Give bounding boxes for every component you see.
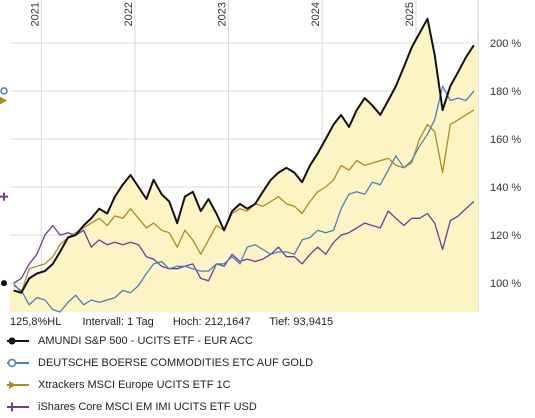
year-label-2021: 2021 [29,2,41,26]
performance-chart[interactable]: 2021 2022 2023 2024 2025 100 % 120 % 140 % 160 … [0,0,535,315]
legend-label: AMUNDI S&P 500 - UCITS ETF - EUR ACC [38,335,253,347]
series-line-europe [13,109,475,294]
y-tick-label-4: 180 % [490,86,521,98]
interval-label: Intervall: 1 Tag [82,316,154,328]
y-tick-label-3: 160 % [490,134,521,146]
series-line-sp500 [13,17,475,294]
marker-europe-icon [0,96,7,105]
current-value: 125,8%HL [10,316,62,328]
low-value: Tief: 93,9415 [269,316,334,328]
series-line-gold [13,85,475,313]
year-label-2022: 2022 [123,2,135,26]
chart-legend: AMUNDI S&P 500 - UCITS ETF - EUR ACC DEU… [6,330,313,418]
marker-em-icon [0,192,8,201]
marker-sp500-icon [1,280,7,287]
legend-item-sp500[interactable]: AMUNDI S&P 500 - UCITS ETF - EUR ACC [6,330,313,352]
legend-label: Xtrackers MSCI Europe UCITS ETF 1C [38,379,231,391]
year-label-2023: 2023 [216,2,228,26]
sp500-area-fill [10,18,478,313]
y-tick-label-5: 200 % [490,38,521,50]
legend-marker-circle-open-icon [7,358,29,368]
x-axis-year-labels: 2021 2022 2023 2024 2025 [29,2,416,26]
legend-marker-triangle-icon [7,381,29,389]
series-line-em [13,201,475,284]
y-tick-label-2: 140 % [490,182,521,194]
series-start-markers [0,87,8,287]
y-tick-label-0: 100 % [490,278,521,290]
legend-item-em[interactable]: iShares Core MSCI EM IMI UCITS ETF USD [6,396,313,418]
year-label-2024: 2024 [310,2,322,26]
legend-marker-plus-icon [7,402,29,412]
chart-info-bar: 125,8%HL Intervall: 1 Tag Hoch: 212,1647… [10,316,349,328]
marker-gold-icon [0,87,8,95]
legend-item-gold[interactable]: DEUTSCHE BOERSE COMMODITIES ETC AUF GOLD [6,352,313,374]
legend-label: DEUTSCHE BOERSE COMMODITIES ETC AUF GOLD [38,357,314,369]
legend-label: iShares Core MSCI EM IMI UCITS ETF USD [38,401,257,413]
year-label-2025: 2025 [404,2,416,26]
y-axis-tick-labels: 100 % 120 % 140 % 160 % 180 % 200 % [490,38,521,290]
y-tick-label-1: 120 % [490,230,521,242]
series-lines [13,17,475,313]
legend-item-europe[interactable]: Xtrackers MSCI Europe UCITS ETF 1C [6,374,313,396]
high-value: Hoch: 212,1647 [172,316,251,328]
legend-marker-circle-filled-icon [7,337,29,345]
